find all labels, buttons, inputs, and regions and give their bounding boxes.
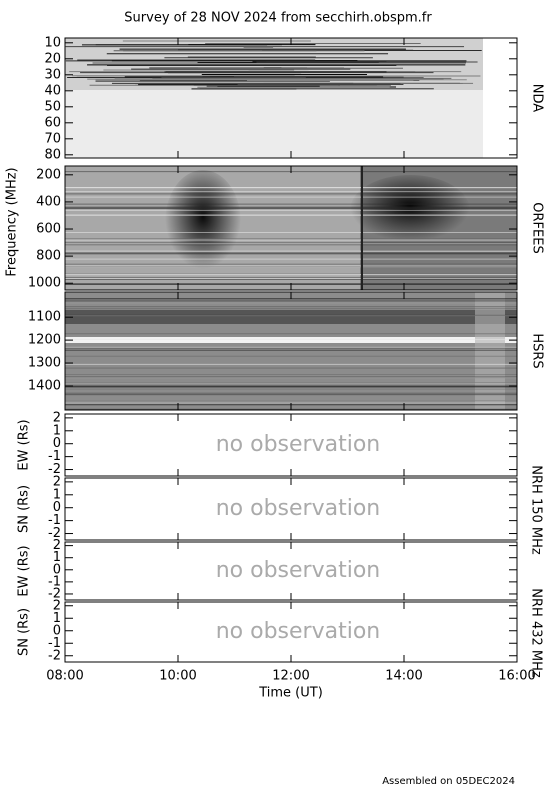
annotation: no observation [216,558,381,583]
y-axis-label: SN (Rs) [17,485,32,533]
y-tick-label: 60 [44,115,61,130]
spectrogram-band [65,310,517,324]
title: Survey of 28 NOV 2024 from secchirh.obsp… [124,11,432,26]
y-tick-label: 800 [36,249,61,264]
y-tick-label: 0 [53,623,61,638]
y-tick-label: -2 [48,648,61,663]
y-tick-label: 40 [44,83,61,98]
nrh-label: NRH 150 MHz [529,465,544,555]
y-tick-label: 400 [36,194,61,209]
y-tick-label: -1 [48,513,61,528]
annotation: no observation [216,619,381,644]
y-tick-label: 50 [44,99,61,114]
y-tick-label: 2 [53,538,61,553]
panel-label: ORFEES [530,202,545,253]
spectrogram-band [65,38,483,90]
y-tick-label: 2 [53,474,61,489]
y-tick-label: -2 [48,462,61,477]
y-axis-label: EW (Rs) [17,545,32,596]
panel-label: NDA [530,84,545,113]
y-tick-label: 600 [36,222,61,237]
y-tick-label: 1 [53,423,61,438]
y-tick-label: -2 [48,586,61,601]
y-tick-label: 1200 [28,333,61,348]
spectrogram-gap [483,38,517,158]
y-tick-label: 1400 [28,378,61,393]
y-tick-label: 80 [44,147,61,162]
nrh-label: NRH 432 MHz [529,588,544,678]
y-tick-label: 10 [44,35,61,50]
y-tick-label: 1 [53,611,61,626]
x-tick-label: 12:00 [272,669,309,684]
y-tick-label: -1 [48,574,61,589]
x-tick-label: 10:00 [159,669,196,684]
y-tick-label: 1100 [28,310,61,325]
y-axis-label: SN (Rs) [17,608,32,656]
y-tick-label: 200 [36,167,61,182]
y-tick-label: -1 [48,636,61,651]
x-tick-label: 16:00 [498,669,535,684]
spectrogram-band [65,337,517,343]
y-tick-label: 30 [44,67,61,82]
y-tick-label: -1 [48,449,61,464]
y-tick-label: 1 [53,487,61,502]
annotation: no observation [216,432,381,457]
y-axis-label: EW (Rs) [17,419,32,470]
x-axis-label: Time (UT) [258,686,323,701]
y-tick-label: 0 [53,562,61,577]
panel-label: HSRS [530,333,545,368]
y-tick-label: 1 [53,550,61,565]
y-tick-label: 0 [53,500,61,515]
y-tick-label: 1000 [28,276,61,291]
burst [165,170,241,274]
y-tick-label: 1300 [28,356,61,371]
spectrogram-band [475,292,505,410]
y-tick-label: 70 [44,131,61,146]
annotation: no observation [216,496,381,521]
footer: Assembled on 05DEC2024 [382,776,515,787]
x-tick-label: 08:00 [46,669,83,684]
y-tick-label: 20 [44,51,61,66]
y-tick-label: 0 [53,436,61,451]
y-tick-label: 2 [53,410,61,425]
x-tick-label: 14:00 [385,669,422,684]
y-tick-label: -2 [48,526,61,541]
spectrogram-background [65,292,517,410]
y-axis-label: Frequency (MHz) [5,167,20,276]
y-tick-label: 2 [53,598,61,613]
